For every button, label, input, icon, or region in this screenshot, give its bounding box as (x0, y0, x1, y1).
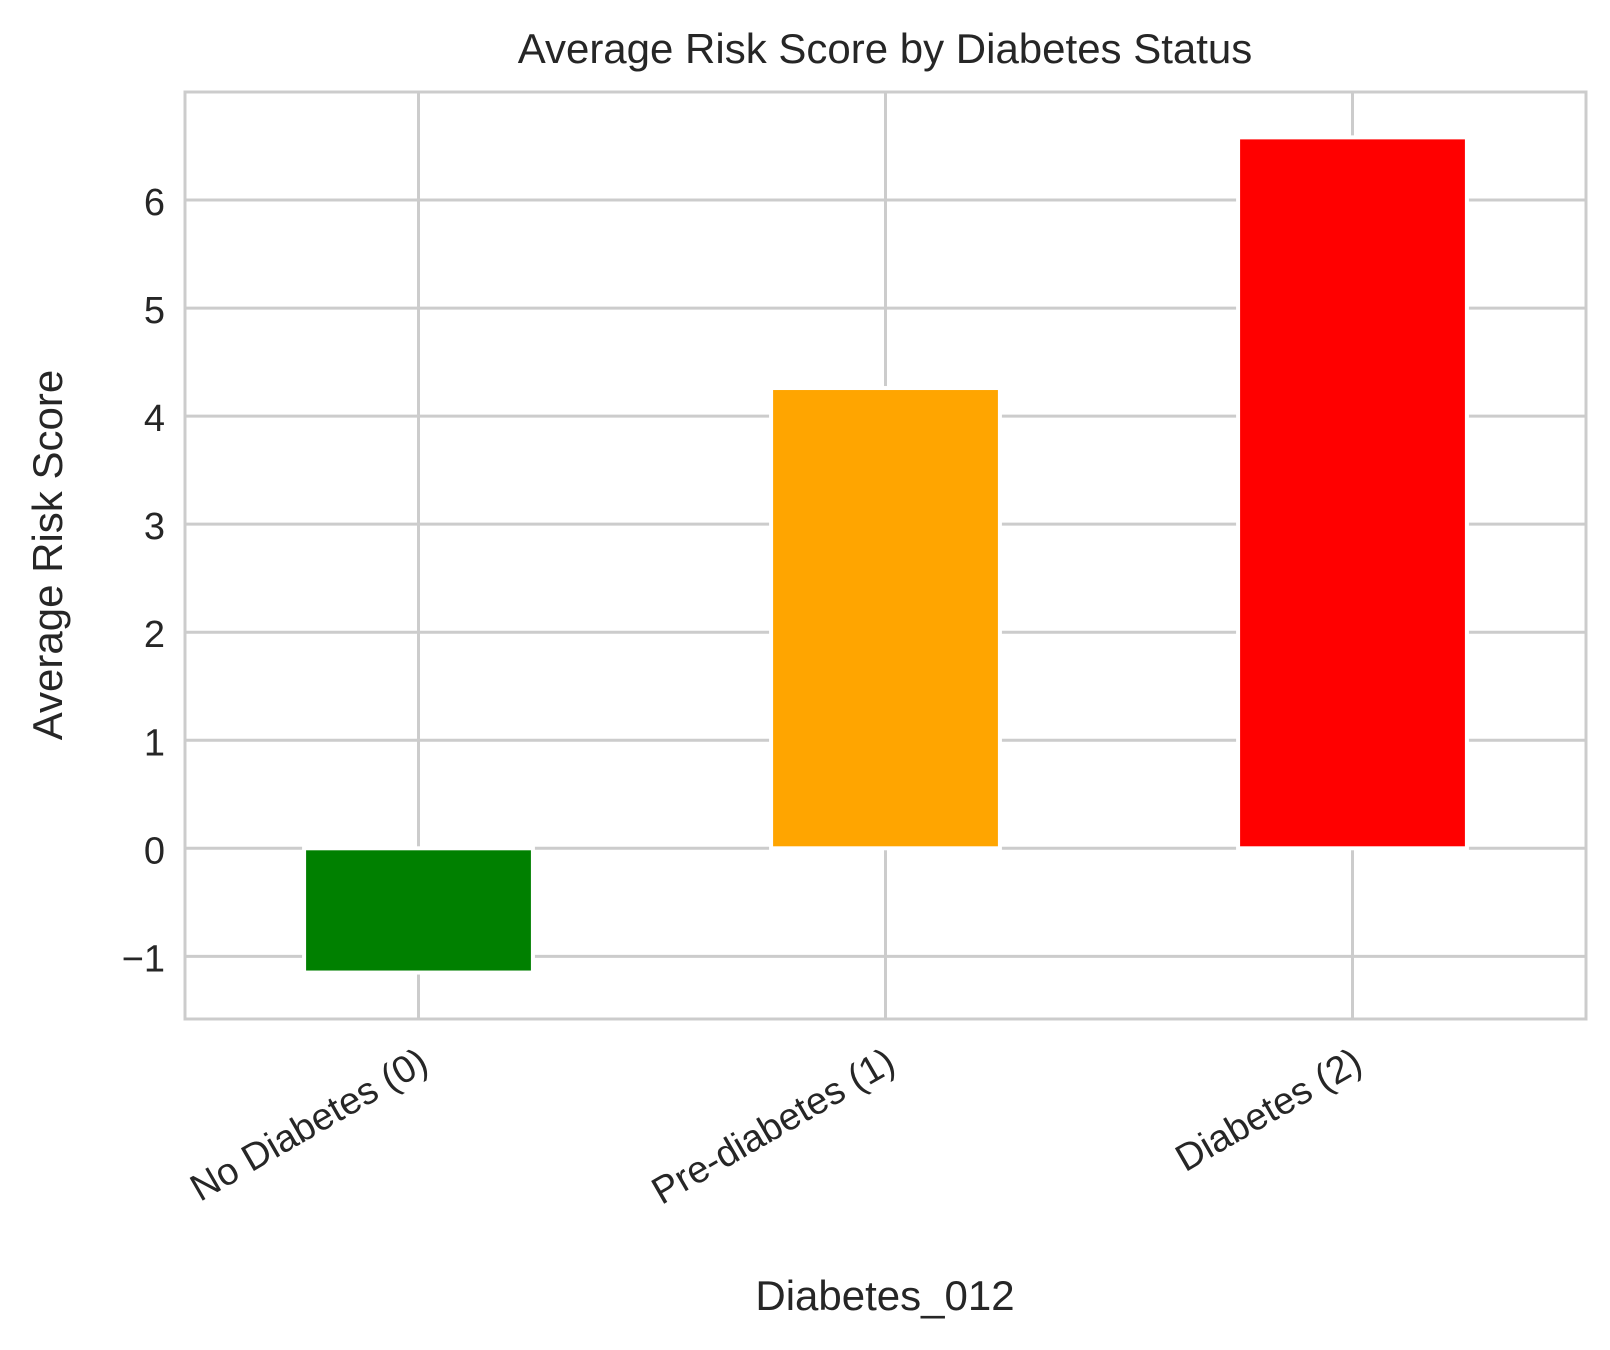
bar (302, 846, 535, 975)
y-axis-label: Average Risk Score (24, 370, 71, 740)
y-tick-label: 1 (144, 722, 165, 764)
y-tick-labels: −1 0 1 2 3 4 5 6 (122, 182, 165, 980)
y-tick-label: 6 (144, 182, 165, 224)
bar (1236, 135, 1469, 851)
plot-frame (183, 90, 1588, 1021)
y-tick-label: 2 (144, 614, 165, 656)
y-tick-label: 4 (144, 398, 165, 440)
y-tick-label: 0 (144, 830, 165, 872)
y-tick-label: 5 (144, 290, 165, 332)
x-axis-label: Diabetes_012 (755, 1272, 1014, 1319)
y-tick-label: −1 (122, 938, 165, 980)
chart-title: Average Risk Score by Diabetes Status (518, 25, 1253, 72)
y-tick-label: 3 (144, 506, 165, 548)
bar-layer (302, 135, 1469, 975)
bar (769, 386, 1002, 851)
